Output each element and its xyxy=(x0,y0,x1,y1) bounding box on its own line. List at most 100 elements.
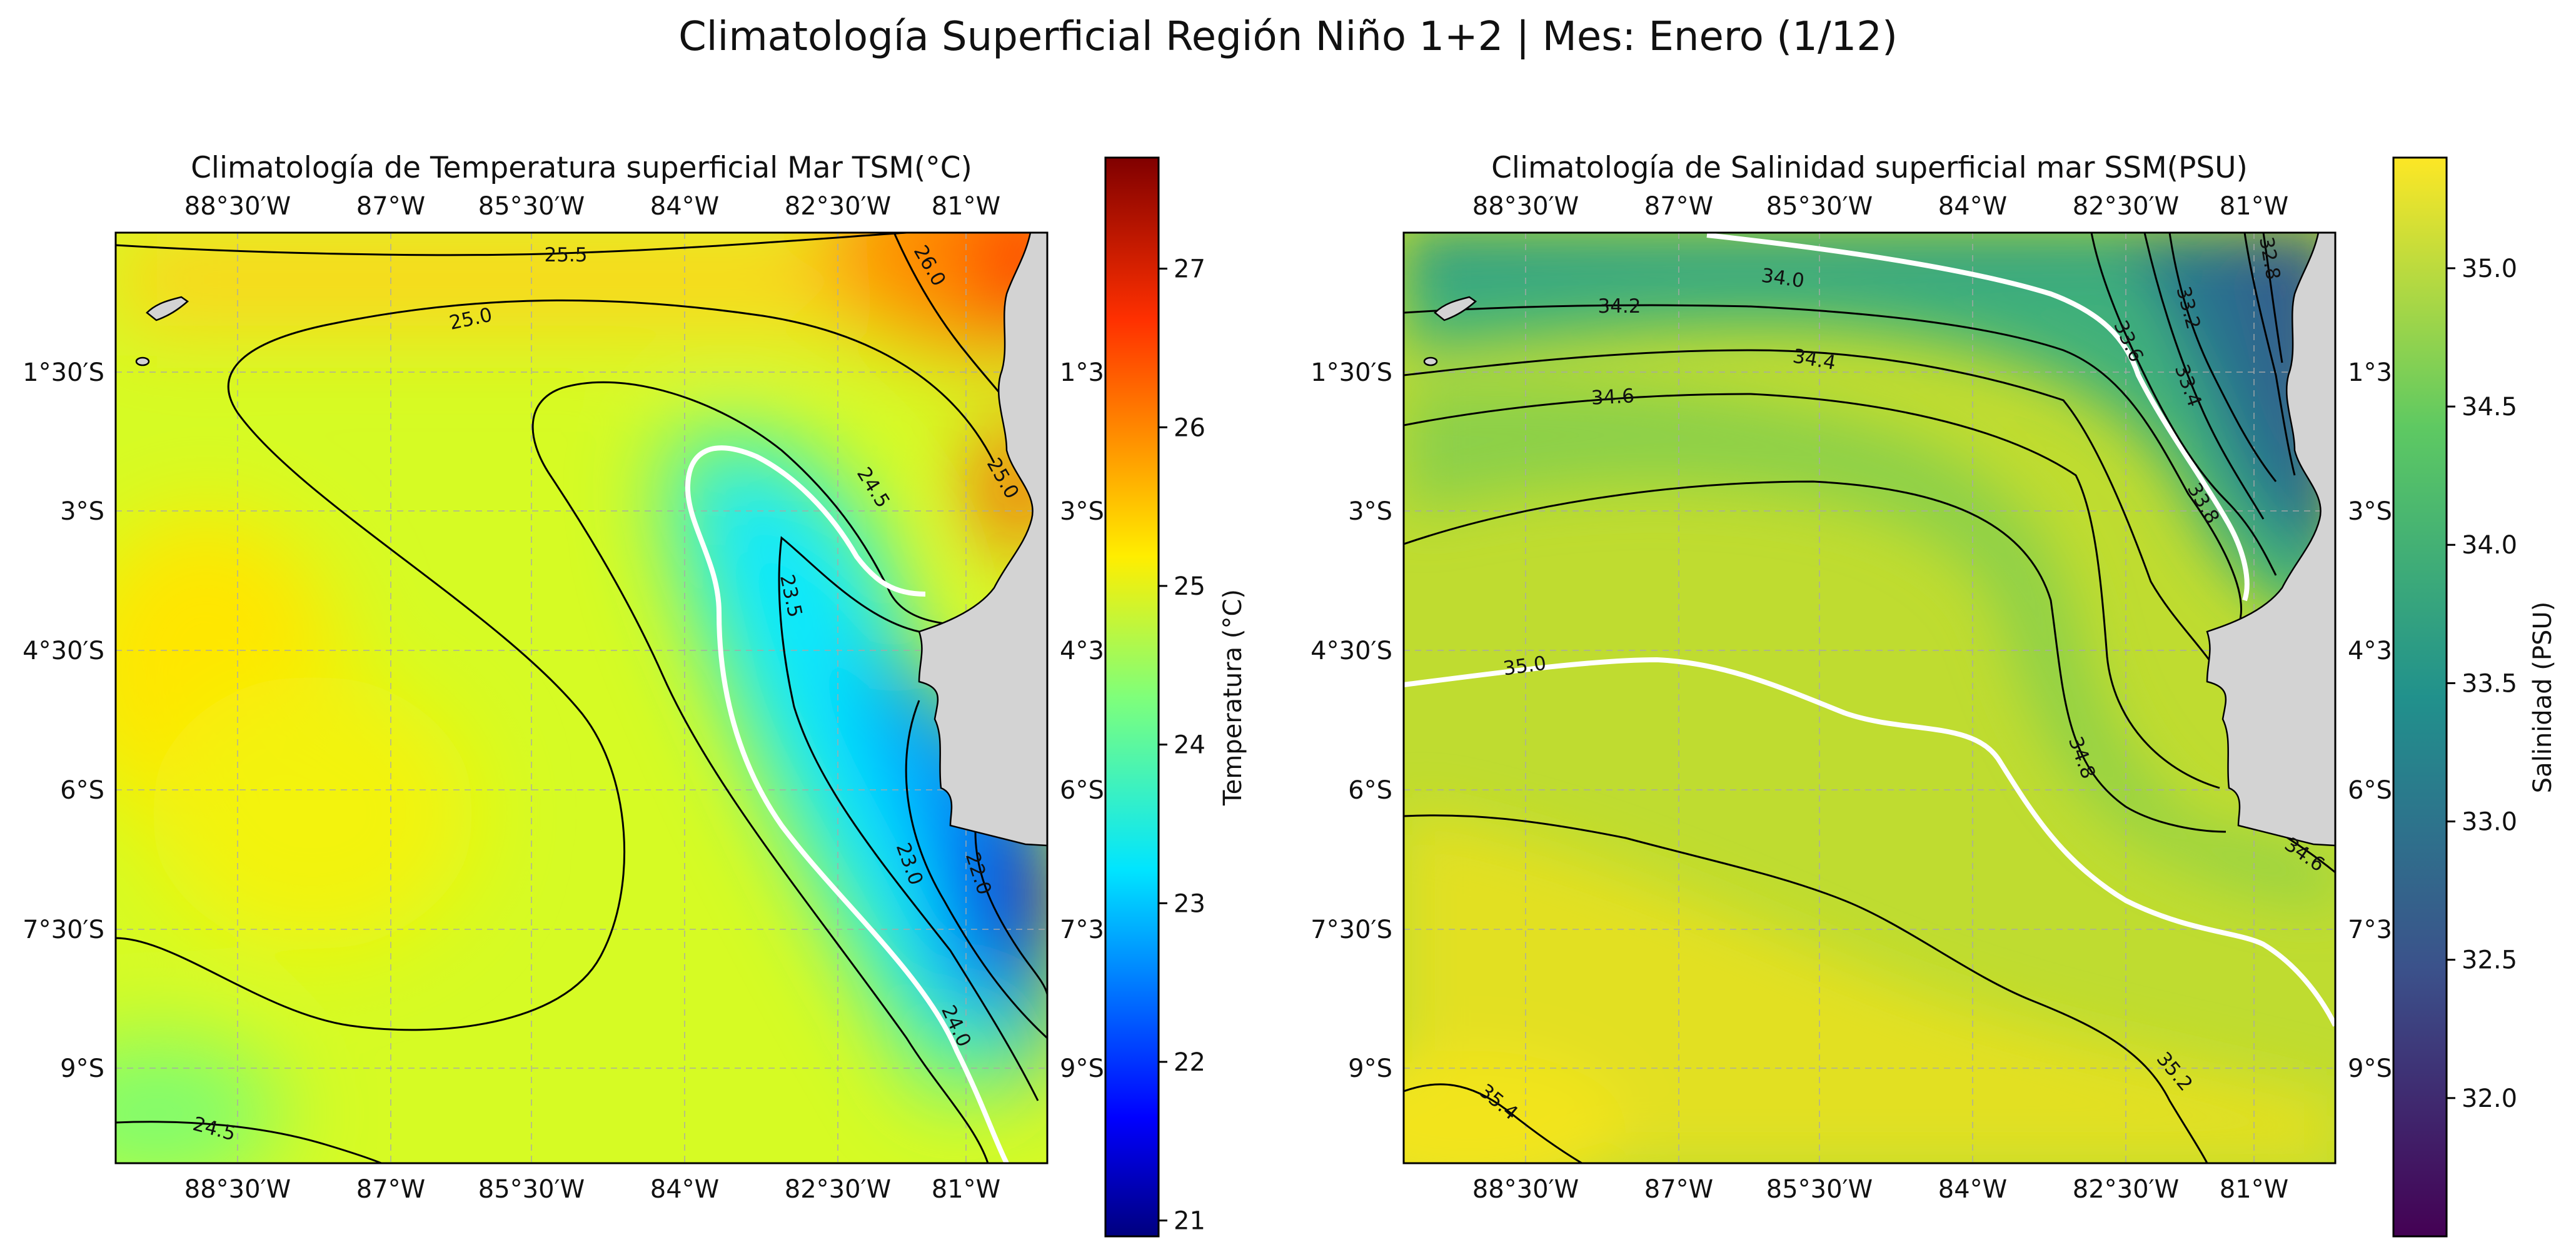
salinity-map xyxy=(1404,233,2335,1163)
colorbar-tick-label: 25 xyxy=(1174,572,1205,601)
salinity-panel-title: Climatología de Salinidad superficial ma… xyxy=(1491,151,2248,185)
temperature-lat-ticks-right: 1°3 3°S 4°3 6°S 7°3 9°S xyxy=(1060,358,1104,1083)
isoline-sst-24-5-south xyxy=(116,1121,382,1163)
lon-tick: 87°W xyxy=(356,1175,425,1204)
isoline-sss-33-2 xyxy=(2168,233,2277,482)
colorbar-tick-label: 27 xyxy=(1174,255,1205,284)
colorbar-tick-label: 26 xyxy=(1174,413,1205,442)
lat-tick: 9°S xyxy=(1348,1054,1392,1083)
lat-tick: 4°30′S xyxy=(1311,637,1392,665)
contour-label: 34.6 xyxy=(1591,385,1635,410)
galapagos-islet xyxy=(1423,356,1438,366)
colorbar-tick-label: 33.0 xyxy=(2462,808,2517,837)
lon-tick: 88°30′W xyxy=(184,1175,291,1204)
colorbar-tick-label: 24 xyxy=(1174,731,1205,760)
lon-tick: 85°30′W xyxy=(1766,192,1873,221)
colorbar-tick-label: 23 xyxy=(1174,889,1205,918)
colorbar-tick-label: 33.5 xyxy=(2462,669,2517,698)
temperature-map xyxy=(116,233,1047,1163)
salinity-land xyxy=(1423,233,2335,847)
temperature-land xyxy=(135,233,1047,847)
temperature-panel: Climatología de Temperatura superficial … xyxy=(23,151,1247,1238)
coast-land xyxy=(918,233,1047,847)
isoline-sst-24-5 xyxy=(531,381,989,1163)
lat-tick: 6°S xyxy=(1060,776,1104,805)
lat-tick: 6°S xyxy=(60,776,104,805)
temperature-panel-title: Climatología de Temperatura superficial … xyxy=(191,151,972,185)
lon-tick: 88°30′W xyxy=(184,192,291,221)
lat-tick: 7°30′S xyxy=(23,916,104,944)
lat-tick: 1°3 xyxy=(2348,358,2392,387)
contour-label: 34.2 xyxy=(1597,295,1641,318)
salinity-colorbar-ticks: 32.0 32.5 33.0 33.5 34.0 34.5 35.0 xyxy=(2447,255,2517,1113)
colorbar-tick-label: 21 xyxy=(1174,1207,1205,1236)
isoline-sss-34-0 xyxy=(1706,233,2250,602)
temperature-colorbar-gradient xyxy=(1104,156,1160,1238)
temperature-isolines xyxy=(116,233,1047,1163)
lon-tick: 87°W xyxy=(1644,1175,1713,1204)
isoline-sst-22-0 xyxy=(974,831,1047,995)
salinity-lat-ticks-right: 1°3 3°S 4°3 6°S 7°3 9°S xyxy=(2348,358,2392,1083)
lon-tick: 81°W xyxy=(2220,192,2288,221)
lat-tick: 4°3 xyxy=(2348,637,2392,665)
isoline-sst-23-5 xyxy=(778,536,1039,1101)
colorbar-tick-label: 34.0 xyxy=(2462,531,2517,560)
lat-tick: 6°S xyxy=(1348,776,1392,805)
lat-tick: 1°30′S xyxy=(1311,358,1392,387)
salinity-lat-ticks-left: 1°30′S 3°S 4°30′S 6°S 7°30′S 9°S xyxy=(1311,358,1392,1083)
colorbar-tick-label: 32.0 xyxy=(2462,1084,2517,1113)
salinity-lon-ticks-bottom: 88°30′W 87°W 85°30′W 84°W 82°30′W 81°W xyxy=(1472,1175,2288,1204)
lon-tick: 88°30′W xyxy=(1472,192,1579,221)
isoline-sss-33-0 xyxy=(2262,233,2283,363)
lon-tick: 82°30′W xyxy=(785,192,891,221)
lon-tick: 88°30′W xyxy=(1472,1175,1579,1204)
lat-tick: 4°3 xyxy=(1060,637,1104,665)
lat-tick: 3°S xyxy=(1060,497,1104,526)
lat-tick: 1°30′S xyxy=(23,358,104,387)
lat-tick: 9°S xyxy=(60,1054,104,1083)
temperature-map-frame xyxy=(114,231,1049,1164)
lon-tick: 85°30′W xyxy=(478,192,585,221)
lat-tick: 3°S xyxy=(2348,497,2392,526)
salinity-colorbar: 32.0 32.5 33.0 33.5 34.0 34.5 35.0 Salinidad (… xyxy=(2392,156,2557,1238)
contour-label: 25.5 xyxy=(544,244,587,266)
lat-tick: 4°30′S xyxy=(23,637,104,665)
galapagos-island xyxy=(146,296,189,321)
isoline-sss-35-0 xyxy=(1404,657,2335,1027)
lon-tick: 84°W xyxy=(650,1175,719,1204)
lon-tick: 85°30′W xyxy=(1766,1175,1873,1204)
temperature-field-shading xyxy=(116,233,1047,1163)
isoline-sss-35-4 xyxy=(1404,1083,1582,1163)
temperature-lon-ticks-bottom: 88°30′W 87°W 85°30′W 84°W 82°30′W 81°W xyxy=(184,1175,1000,1204)
lon-tick: 82°30′W xyxy=(2073,192,2179,221)
temperature-lat-ticks-left: 1°30′S 3°S 4°30′S 6°S 7°30′S 9°S xyxy=(23,358,104,1083)
lat-tick: 9°S xyxy=(1060,1054,1104,1083)
isoline-sss-34-2 xyxy=(1404,304,2242,626)
lon-tick: 82°30′W xyxy=(785,1175,891,1204)
isoline-sss-35-2 xyxy=(1404,814,2208,1163)
figure-title: Climatología Superficial Región Niño 1+2… xyxy=(678,14,1898,60)
galapagos-islet xyxy=(135,356,150,366)
temperature-lon-ticks-top: 88°30′W 87°W 85°30′W 84°W 82°30′W 81°W xyxy=(184,192,1000,221)
galapagos-island xyxy=(1434,296,1477,321)
colorbar-tick-label: 34.5 xyxy=(2462,393,2517,422)
isoline-sss-33-6 xyxy=(2090,233,2277,576)
temperature-colorbar: 21 22 23 24 25 26 27 Temperatura (°C) xyxy=(1104,156,1247,1238)
lon-tick: 87°W xyxy=(1644,192,1713,221)
isoline-sst-25-0 xyxy=(116,299,995,1031)
lat-tick: 7°3 xyxy=(2348,916,2392,944)
lat-tick: 7°30′S xyxy=(1311,916,1392,944)
lon-tick: 84°W xyxy=(650,192,719,221)
salinity-colorbar-label: Salinidad (PSU) xyxy=(2528,602,2557,794)
colorbar-tick-label: 32.5 xyxy=(2462,946,2517,975)
isoline-sst-23-0 xyxy=(905,700,1047,1039)
salinity-colorbar-gradient xyxy=(2392,156,2448,1238)
salinity-map-frame xyxy=(1402,231,2337,1164)
salinity-panel: Climatología de Salinidad superficial ma… xyxy=(1311,151,2557,1238)
lat-tick: 3°S xyxy=(60,497,104,526)
temperature-colorbar-ticks: 21 22 23 24 25 26 27 xyxy=(1159,255,1205,1236)
isoline-sss-33-4 xyxy=(2143,233,2265,520)
colorbar-tick-label: 35.0 xyxy=(2462,255,2517,283)
lon-tick: 81°W xyxy=(932,1175,1000,1204)
isoline-sst-25-5 xyxy=(116,233,907,256)
